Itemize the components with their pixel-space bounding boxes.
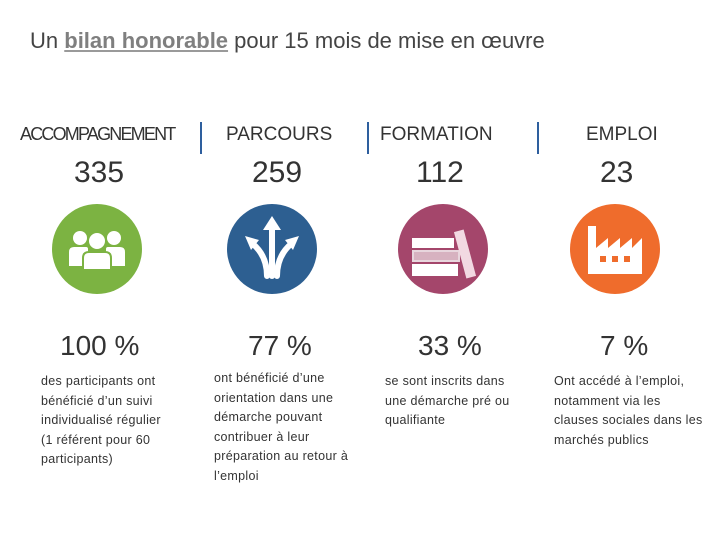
split-arrows-icon xyxy=(227,204,317,294)
column-percent: 7 % xyxy=(600,330,649,361)
column-percent: 100 % xyxy=(60,330,140,361)
column-percent: 33 % xyxy=(418,330,482,361)
column-number: 335 xyxy=(74,156,125,189)
column-separator xyxy=(200,122,202,154)
column-label: EMPLOI xyxy=(586,124,658,145)
column-label: PARCOURS xyxy=(226,124,333,145)
column-description: ont bénéficié d’une orientation dans une… xyxy=(214,371,349,483)
column-number: 23 xyxy=(600,156,634,189)
title-start: Un xyxy=(30,28,65,53)
title-end: pour 15 mois de mise en œuvre xyxy=(228,28,545,53)
column-separator xyxy=(367,122,369,154)
column-separator xyxy=(537,122,539,154)
column-accompagnement: ACCOMPAGNEMENT 335 100 % des participant… xyxy=(0,0,200,540)
page-title: Un bilan honorable pour 15 mois de mise … xyxy=(30,28,545,54)
column-formation: FORMATION 112 33 % se sont inscrits dans… xyxy=(370,0,540,540)
column-label: ACCOMPAGNEMENT xyxy=(20,124,176,144)
books-icon xyxy=(398,204,488,294)
column-description: se sont inscrits dans une démarche pré o… xyxy=(385,374,510,427)
column-emploi: EMPLOI 23 7 % Ont accédé à l’emploi, not… xyxy=(540,0,720,540)
title-highlight: bilan honorable xyxy=(64,28,229,53)
column-number: 112 xyxy=(416,156,464,189)
column-percent: 77 % xyxy=(248,330,312,361)
column-parcours: PARCOURS 259 77 % ont bénéficié d’une or… xyxy=(200,0,370,540)
people-group-icon xyxy=(52,204,142,294)
column-number: 259 xyxy=(252,156,303,189)
column-description: des participants ont bénéficié d’un suiv… xyxy=(41,374,161,466)
factory-icon xyxy=(570,204,660,294)
column-label: FORMATION xyxy=(380,124,493,145)
column-description: Ont accédé à l’emploi, notamment via les… xyxy=(554,374,703,447)
